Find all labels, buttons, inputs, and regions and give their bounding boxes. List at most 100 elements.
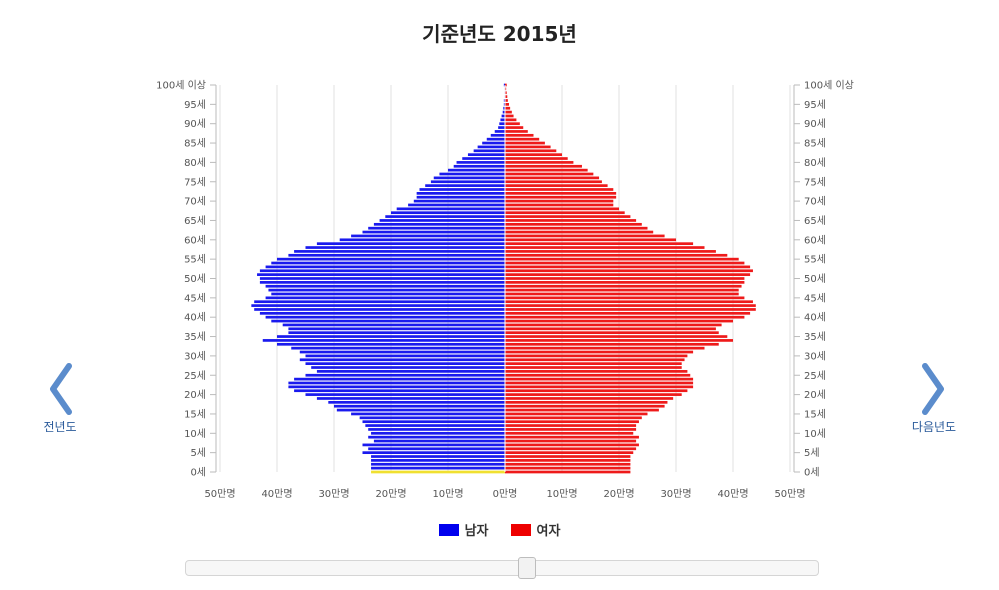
legend-swatch-female <box>510 523 531 536</box>
next-year-label: 다음년도 <box>911 420 957 434</box>
female-bar <box>505 385 694 389</box>
female-bar <box>505 354 688 358</box>
female-bar <box>505 300 753 304</box>
x-tick-label: 10만명 <box>432 488 463 500</box>
male-bar <box>413 199 505 203</box>
male-bar <box>259 269 505 273</box>
male-bar <box>265 265 505 269</box>
age-tick-label-right: 25세 <box>804 370 826 382</box>
male-bar <box>265 296 505 300</box>
age-tick-label-right: 70세 <box>804 196 826 208</box>
next-year-button[interactable]: 다음년도 <box>904 362 964 435</box>
female-bar <box>505 304 756 307</box>
female-bar <box>505 130 528 133</box>
female-bar <box>505 114 514 118</box>
male-bar <box>448 168 505 172</box>
female-bar <box>505 87 507 91</box>
male-bar <box>499 122 505 126</box>
female-bar <box>505 350 694 354</box>
female-bar <box>505 106 511 110</box>
age-tick-label-left: 25세 <box>184 370 206 382</box>
male-bar <box>467 153 505 157</box>
female-bar <box>505 296 745 300</box>
male-bar <box>277 342 505 346</box>
female-bar <box>505 288 739 292</box>
age-tick-label-left: 5세 <box>190 447 206 459</box>
female-bar <box>505 346 705 350</box>
female-bar <box>505 126 524 129</box>
male-bar <box>305 246 505 249</box>
female-bar <box>505 118 517 122</box>
male-bar <box>490 133 505 137</box>
legend-label-male: 남자 <box>464 524 489 539</box>
legend-item-female[interactable]: 여자 <box>510 520 561 539</box>
male-bar <box>503 99 505 102</box>
legend-label-female: 여자 <box>536 524 561 539</box>
female-bar <box>505 319 733 323</box>
male-bar <box>288 327 505 331</box>
chevron-left-icon <box>50 363 72 415</box>
female-bar <box>505 230 654 234</box>
male-bar <box>433 176 505 180</box>
male-bar <box>368 435 505 439</box>
female-bar <box>505 133 534 137</box>
age-tick-label-right: 75세 <box>804 176 826 188</box>
male-bar <box>288 253 505 257</box>
year-slider-track[interactable] <box>185 557 819 579</box>
male-bar <box>259 311 505 315</box>
male-bar <box>391 211 505 215</box>
male-bar <box>294 250 505 253</box>
female-bar <box>505 122 520 126</box>
male-bar <box>271 261 505 265</box>
male-bar <box>439 172 505 176</box>
age-tick-label-left: 80세 <box>184 157 206 169</box>
female-bar <box>505 408 659 412</box>
male-bar <box>359 416 505 420</box>
year-slider-handle[interactable] <box>517 557 536 579</box>
female-bar <box>505 222 642 226</box>
male-bar <box>498 126 505 129</box>
female-bar <box>505 226 648 230</box>
female-bar <box>505 238 676 242</box>
female-bar <box>505 265 751 269</box>
male-bar <box>328 400 505 404</box>
age-tick-label-left: 30세 <box>184 350 206 362</box>
female-bar <box>505 250 716 253</box>
male-bar <box>262 339 505 342</box>
male-bar <box>254 300 505 304</box>
male-bar <box>503 83 505 87</box>
female-bar <box>505 145 551 149</box>
male-bar <box>456 161 505 164</box>
female-bar <box>505 149 557 153</box>
female-bar <box>505 381 694 385</box>
female-bar <box>505 257 739 261</box>
female-bar <box>505 102 509 106</box>
previous-year-button[interactable]: 전년도 <box>30 362 90 435</box>
male-bar <box>473 149 505 153</box>
female-bar <box>505 404 665 408</box>
x-tick-label: 50만명 <box>774 488 805 500</box>
x-tick-label: 40만명 <box>261 488 292 500</box>
female-bar <box>505 459 631 462</box>
female-bar <box>505 277 745 280</box>
male-bar <box>368 447 505 451</box>
male-bar <box>288 385 505 389</box>
female-bar <box>505 339 733 342</box>
age-tick-label-right: 35세 <box>804 331 826 343</box>
male-bar <box>305 354 505 358</box>
age-tick-label-left: 10세 <box>184 428 206 440</box>
female-bar <box>505 315 745 319</box>
age-tick-label-left: 100세 이상 <box>156 80 206 92</box>
female-bar <box>505 451 634 455</box>
female-bar <box>505 420 639 424</box>
female-bar <box>505 362 682 365</box>
male-bar <box>257 273 505 276</box>
x-tick-label: 40만명 <box>717 488 748 500</box>
x-tick-label: 10만명 <box>546 488 577 500</box>
legend-item-male[interactable]: 남자 <box>438 520 489 539</box>
male-bar <box>501 114 505 118</box>
female-bar <box>505 462 631 466</box>
male-bar <box>373 222 505 226</box>
female-bar <box>505 331 719 335</box>
female-bar <box>505 389 688 393</box>
